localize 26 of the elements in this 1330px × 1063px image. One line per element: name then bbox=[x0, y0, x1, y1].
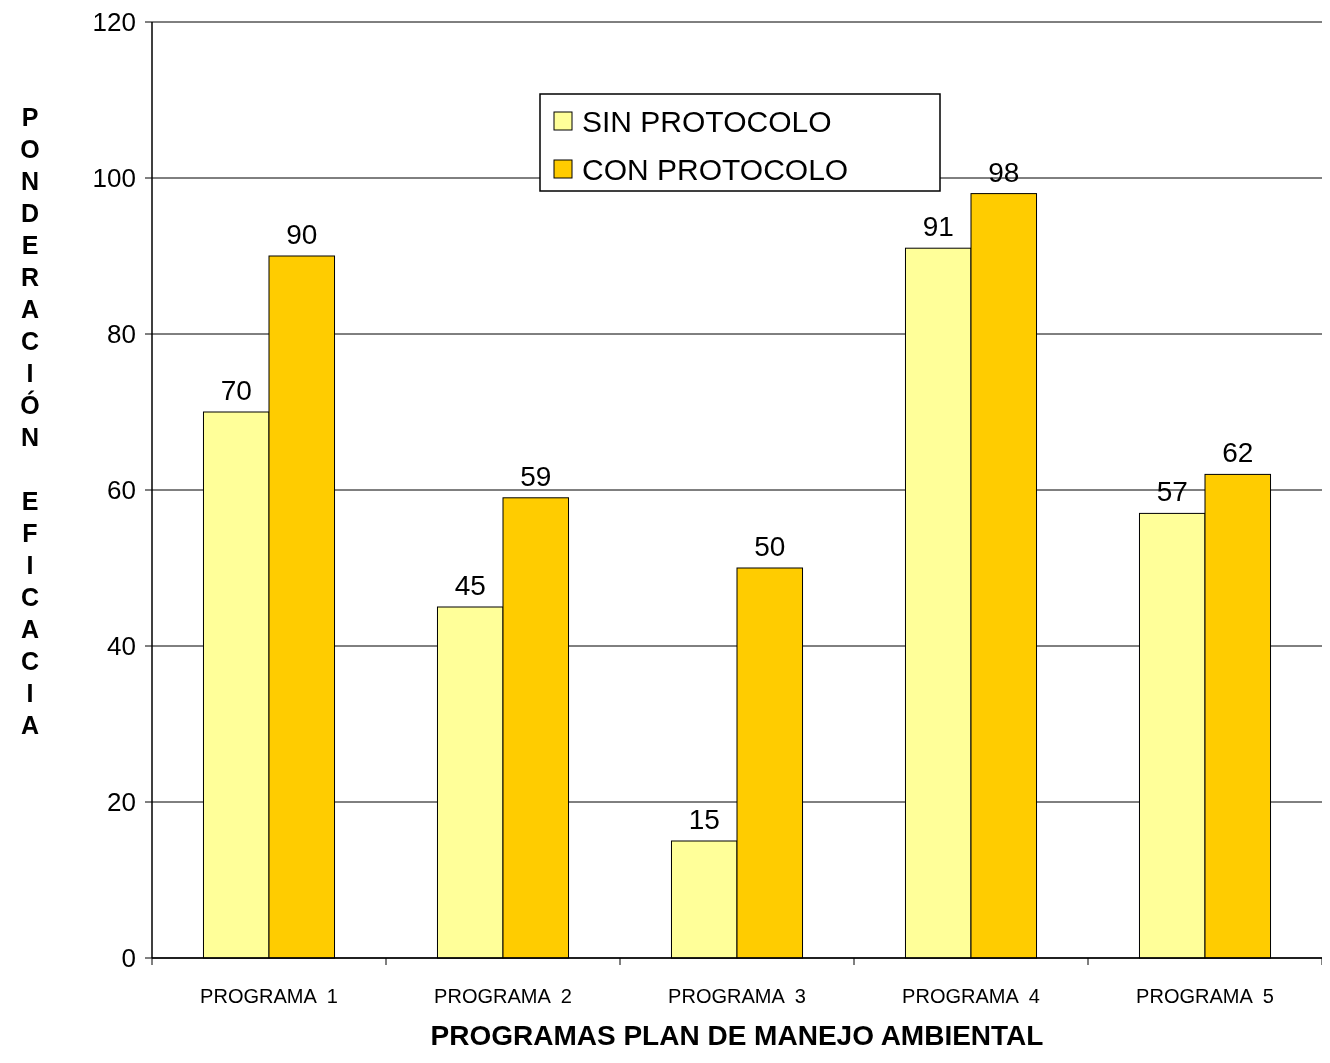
y-tick-label: 100 bbox=[92, 163, 136, 194]
data-label: 91 bbox=[922, 211, 954, 243]
x-tick-label: PROGRAMA 1 bbox=[200, 985, 338, 1007]
y-tick-label: 0 bbox=[121, 943, 136, 974]
data-label: 50 bbox=[754, 531, 786, 562]
x-tick-label: PROGRAMA 4 bbox=[902, 985, 1040, 1007]
legend-label: CON PROTOCOLO bbox=[582, 152, 849, 186]
data-label: 98 bbox=[988, 156, 1020, 188]
y-tick-label: 40 bbox=[107, 631, 136, 662]
x-tick-label: PROGRAMA 3 bbox=[668, 985, 806, 1007]
x-tick-label: PROGRAMA 2 bbox=[434, 985, 572, 1007]
data-label: 62 bbox=[1222, 437, 1254, 469]
data-label: 57 bbox=[1156, 476, 1188, 508]
data-label: 45 bbox=[454, 570, 486, 601]
data-label: 59 bbox=[520, 460, 552, 492]
legend-label: SIN PROTOCOLO bbox=[582, 104, 832, 138]
y-tick-label: 60 bbox=[107, 475, 136, 506]
y-tick-label: 20 bbox=[107, 787, 136, 818]
x-axis-title: PROGRAMAS PLAN DE MANEJO AMBIENTAL bbox=[430, 1020, 1044, 1051]
data-label: 90 bbox=[286, 219, 318, 250]
y-axis-title: PONDERACIÓN EFICACIA bbox=[16, 103, 44, 743]
x-tick-label: PROGRAMA 5 bbox=[1136, 985, 1274, 1007]
y-tick-label: 120 bbox=[92, 7, 136, 38]
data-label: 70 bbox=[220, 375, 252, 406]
data-label: 15 bbox=[688, 804, 720, 835]
y-tick-label: 80 bbox=[107, 319, 136, 350]
